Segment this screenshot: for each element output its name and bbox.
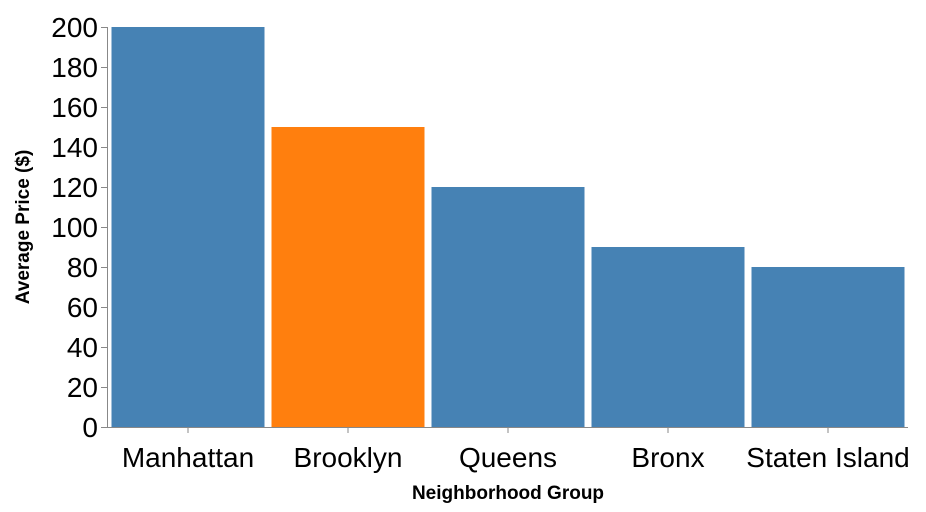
bar-staten-island[interactable]: [751, 267, 905, 427]
x-axis: Manhattan Brooklyn Queens Bronx Staten Islan…: [107, 427, 910, 473]
bars-group: [111, 27, 905, 427]
y-tick-label-40: 40: [67, 332, 98, 363]
y-tick-label-0: 0: [82, 412, 98, 443]
y-tick-label-140: 140: [51, 132, 98, 163]
x-tick-label-brooklyn: Brooklyn: [294, 442, 403, 473]
y-tick-label-120: 120: [51, 172, 98, 203]
y-tick-label-160: 160: [51, 92, 98, 123]
y-tick-label-200: 200: [51, 12, 98, 43]
y-axis: 0 20 40 60 80 100 120 140 160 180 200: [51, 12, 108, 443]
x-tick-label-staten-island: Staten Island: [746, 442, 909, 473]
y-tick-label-20: 20: [67, 372, 98, 403]
bar-manhattan[interactable]: [111, 27, 265, 427]
bar-queens[interactable]: [431, 187, 585, 427]
y-tick-label-60: 60: [67, 292, 98, 323]
y-tick-label-80: 80: [67, 252, 98, 283]
x-tick-label-queens: Queens: [459, 442, 557, 473]
bar-brooklyn[interactable]: [271, 127, 425, 427]
x-tick-label-manhattan: Manhattan: [122, 442, 254, 473]
y-axis-title: Average Price ($): [13, 150, 34, 305]
bar-bronx[interactable]: [591, 247, 745, 427]
x-tick-label-bronx: Bronx: [631, 442, 704, 473]
x-axis-title: Neighborhood Group: [412, 483, 604, 504]
y-tick-label-180: 180: [51, 52, 98, 83]
y-tick-label-100: 100: [51, 212, 98, 243]
